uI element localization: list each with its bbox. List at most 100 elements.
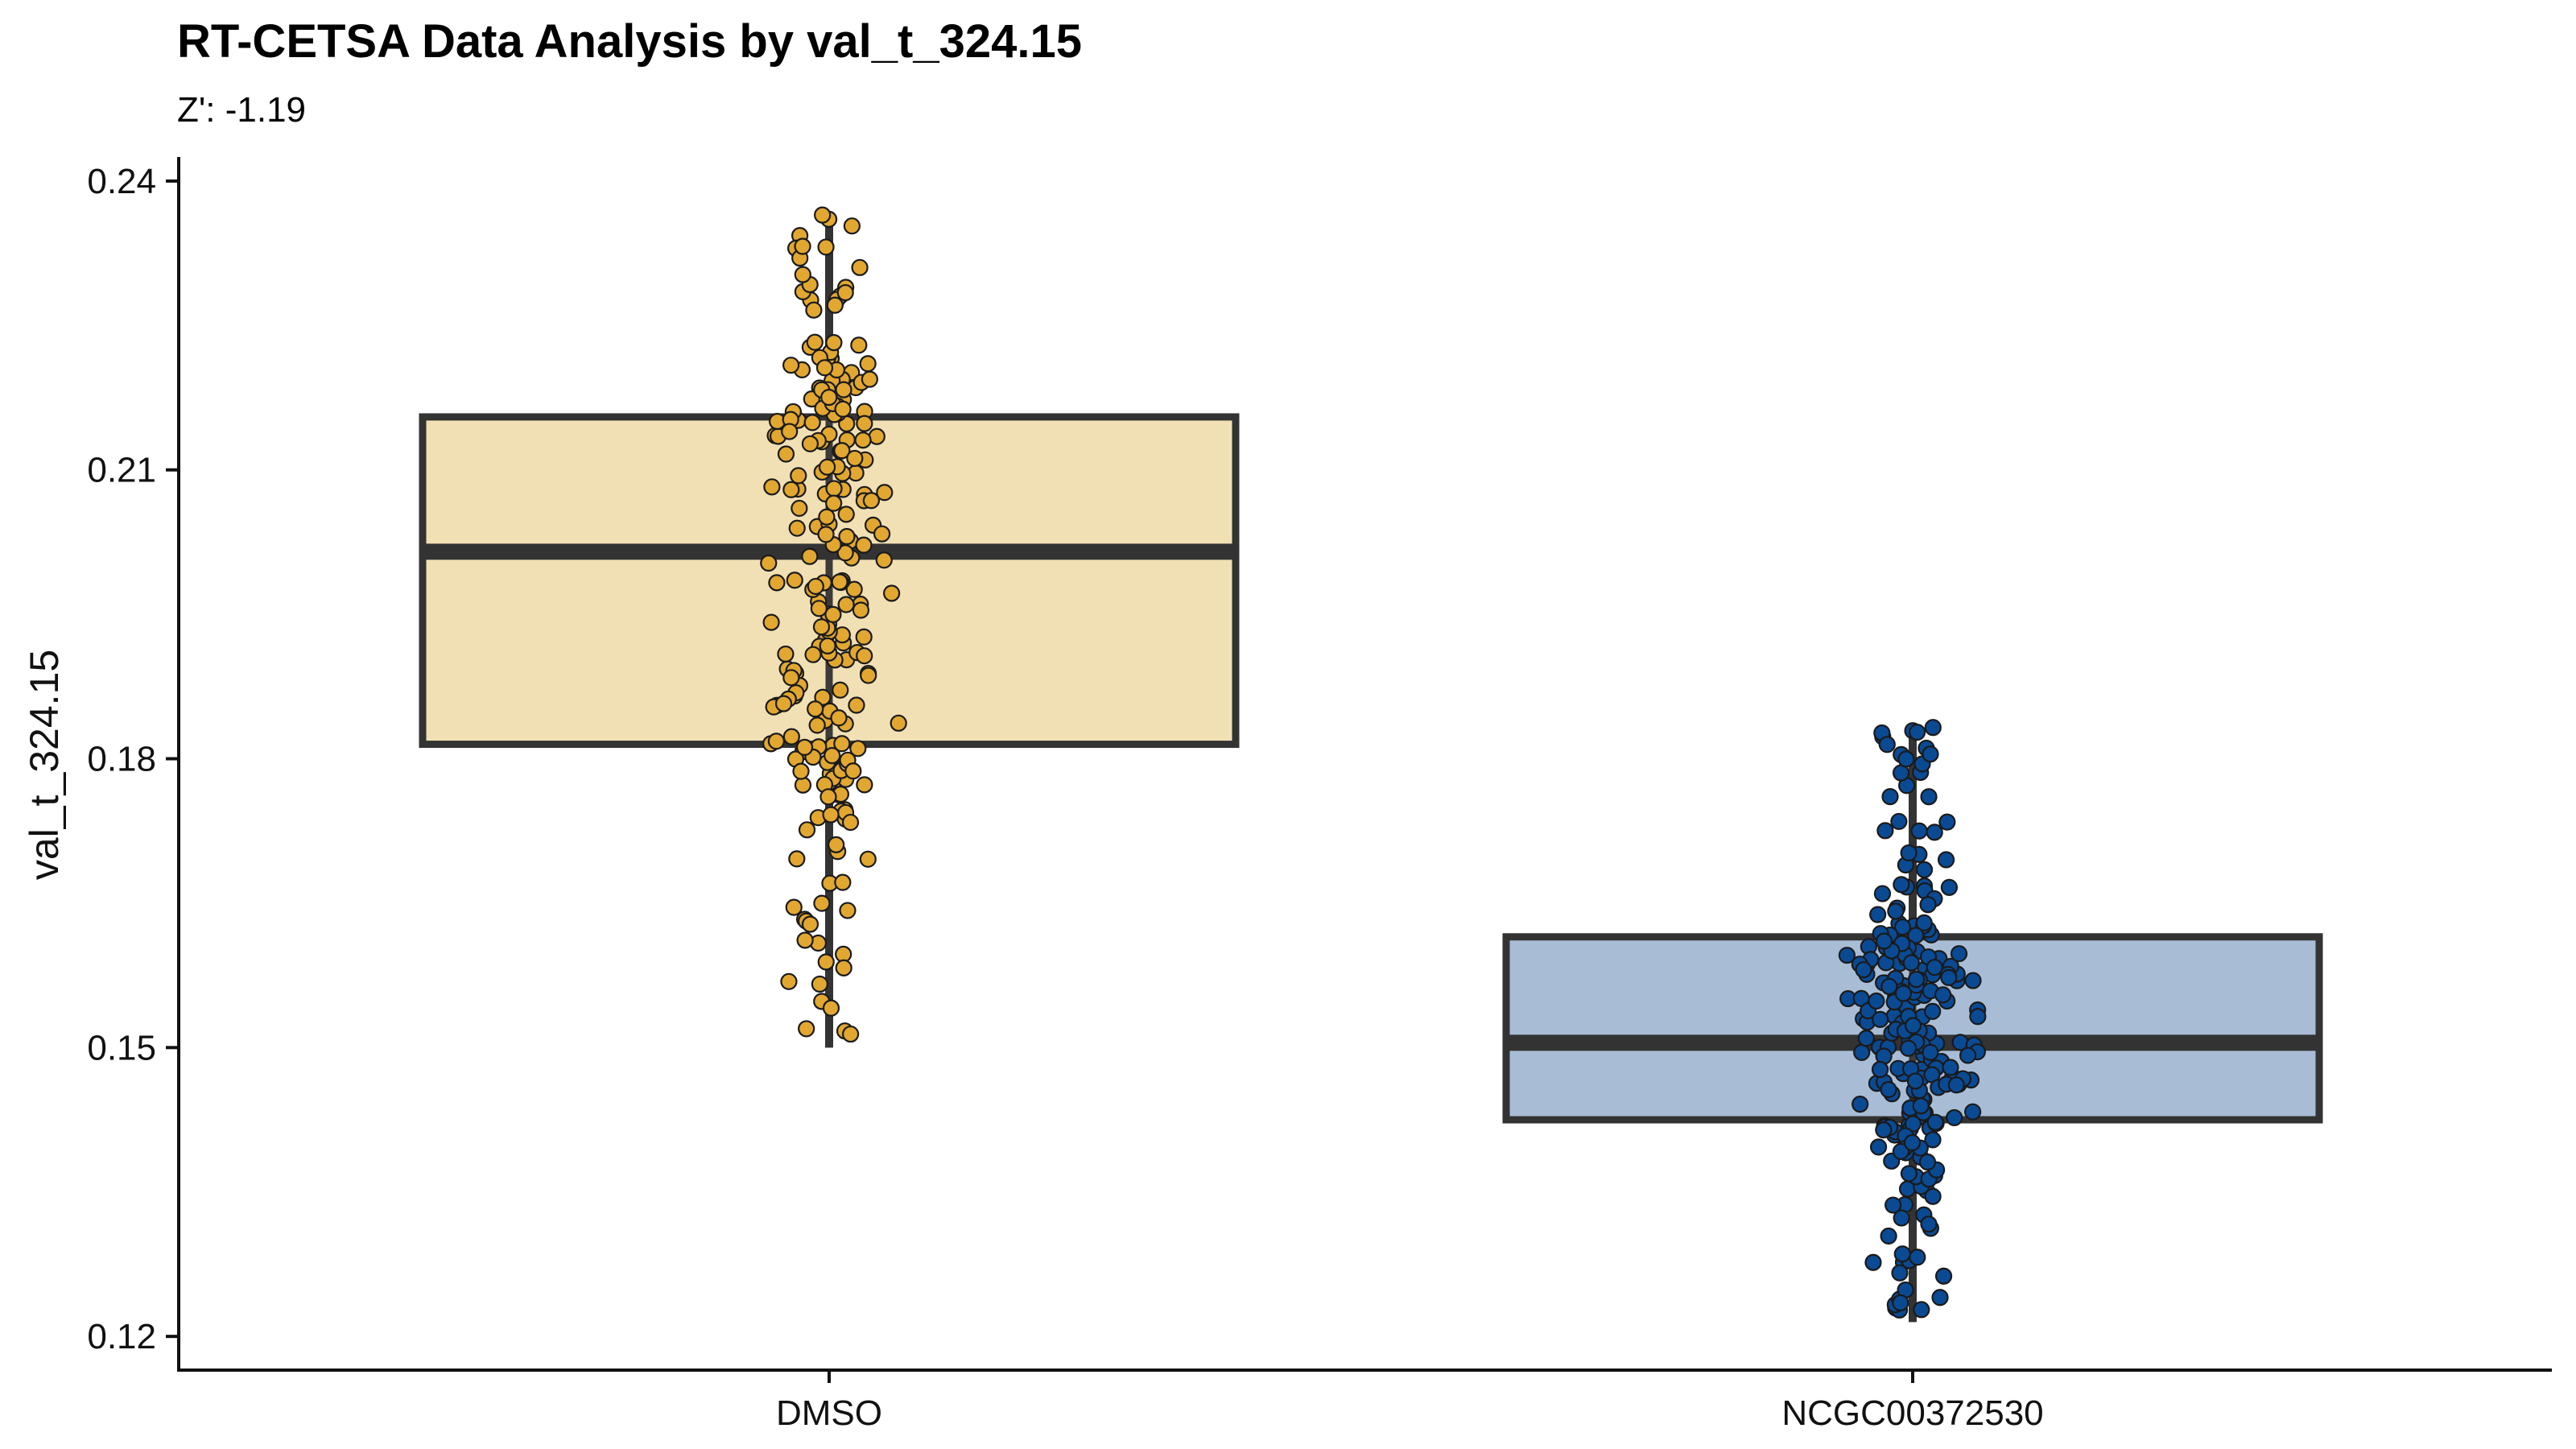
data-point: [826, 296, 844, 314]
data-point: [848, 696, 865, 714]
data-point: [1881, 788, 1899, 806]
data-point: [1937, 851, 1955, 869]
data-point: [855, 536, 873, 554]
data-point: [794, 237, 811, 255]
data-point: [1909, 1249, 1926, 1266]
data-point: [1915, 914, 1933, 931]
y-tick-label: 0.18: [87, 740, 156, 779]
data-point: [1926, 1113, 1944, 1131]
data-point: [801, 915, 819, 933]
data-point: [875, 551, 893, 569]
data-point: [1855, 961, 1872, 979]
data-point: [837, 596, 855, 613]
data-point: [860, 667, 877, 684]
x-tick-label: NCGC00372530: [1781, 1393, 2043, 1433]
data-point: [1924, 1187, 1942, 1205]
data-point: [1940, 968, 1958, 986]
data-point: [1942, 1059, 1959, 1076]
y-tick-label: 0.21: [87, 451, 156, 490]
data-point: [835, 959, 852, 976]
data-point: [1894, 985, 1913, 1002]
data-point: [1900, 844, 1918, 862]
data-point: [856, 415, 873, 432]
data-point: [1940, 878, 1959, 896]
data-point: [1919, 896, 1937, 914]
data-point: [824, 747, 841, 765]
data-point: [782, 728, 800, 745]
data-point: [830, 709, 848, 727]
y-tick-label: 0.15: [87, 1028, 156, 1067]
data-point: [873, 525, 891, 543]
data-point: [1892, 1294, 1909, 1312]
data-point: [791, 499, 808, 518]
data-point: [760, 554, 778, 572]
data-point: [1899, 1039, 1918, 1057]
data-point: [1920, 1216, 1938, 1233]
data-point: [856, 647, 873, 665]
data-point: [819, 788, 837, 806]
data-point: [1931, 1289, 1949, 1307]
data-point: [1950, 945, 1968, 963]
data-point: [868, 427, 886, 445]
data-point: [813, 894, 831, 912]
data-point: [796, 931, 814, 949]
data-point: [810, 600, 828, 617]
data-point: [822, 999, 840, 1017]
data-point: [808, 716, 826, 734]
data-point: [1920, 788, 1938, 806]
data-point: [876, 484, 894, 502]
data-point: [1890, 812, 1908, 831]
data-point: [1868, 992, 1885, 1010]
chart-marks: [419, 206, 2323, 1323]
data-point: [842, 1025, 860, 1043]
data-point: [841, 813, 860, 832]
data-point: [851, 258, 869, 276]
data-point: [820, 389, 838, 407]
data-point: [1909, 723, 1926, 741]
data-point: [839, 902, 857, 919]
data-point: [804, 646, 822, 663]
data-point: [1902, 954, 1920, 972]
data-point: [1869, 1138, 1888, 1156]
data-point: [861, 370, 878, 388]
data-point: [814, 206, 832, 224]
data-point: [846, 449, 864, 468]
data-point: [1838, 947, 1856, 964]
data-point: [1924, 1131, 1942, 1149]
data-point: [1924, 1002, 1942, 1020]
data-point: [819, 637, 836, 654]
data-point: [859, 355, 877, 373]
data-point: [1893, 876, 1910, 894]
data-point: [1876, 822, 1894, 840]
data-point: [811, 975, 828, 993]
data-point: [795, 738, 814, 756]
data-point: [844, 762, 862, 780]
data-point: [777, 445, 795, 463]
data-point: [1915, 861, 1934, 878]
axes: 0.12 0.15 0.18 0.21 0.24 DMSO NCGC00372530: [87, 157, 2552, 1433]
data-point: [824, 605, 842, 624]
data-point: [855, 628, 873, 646]
data-point: [1891, 1264, 1909, 1282]
data-point: [1880, 1227, 1897, 1245]
data-point: [782, 481, 800, 498]
data-point: [822, 806, 840, 824]
data-point: [1938, 813, 1956, 831]
data-point: [805, 301, 823, 319]
data-point: [890, 714, 907, 732]
data-point: [788, 850, 806, 868]
data-point: [883, 584, 901, 602]
data-point: [1871, 1060, 1889, 1079]
data-point: [1912, 1097, 1930, 1115]
data-point: [1887, 902, 1905, 920]
data-point: [833, 442, 851, 460]
data-point: [767, 733, 785, 750]
data-point: [1864, 1253, 1882, 1271]
points-ncgc00372530: [1838, 719, 1987, 1319]
y-tick-label: 0.24: [87, 162, 156, 201]
data-point: [1873, 885, 1892, 902]
data-point: [1959, 1046, 1977, 1064]
data-point: [806, 333, 824, 351]
data-point: [763, 478, 781, 496]
